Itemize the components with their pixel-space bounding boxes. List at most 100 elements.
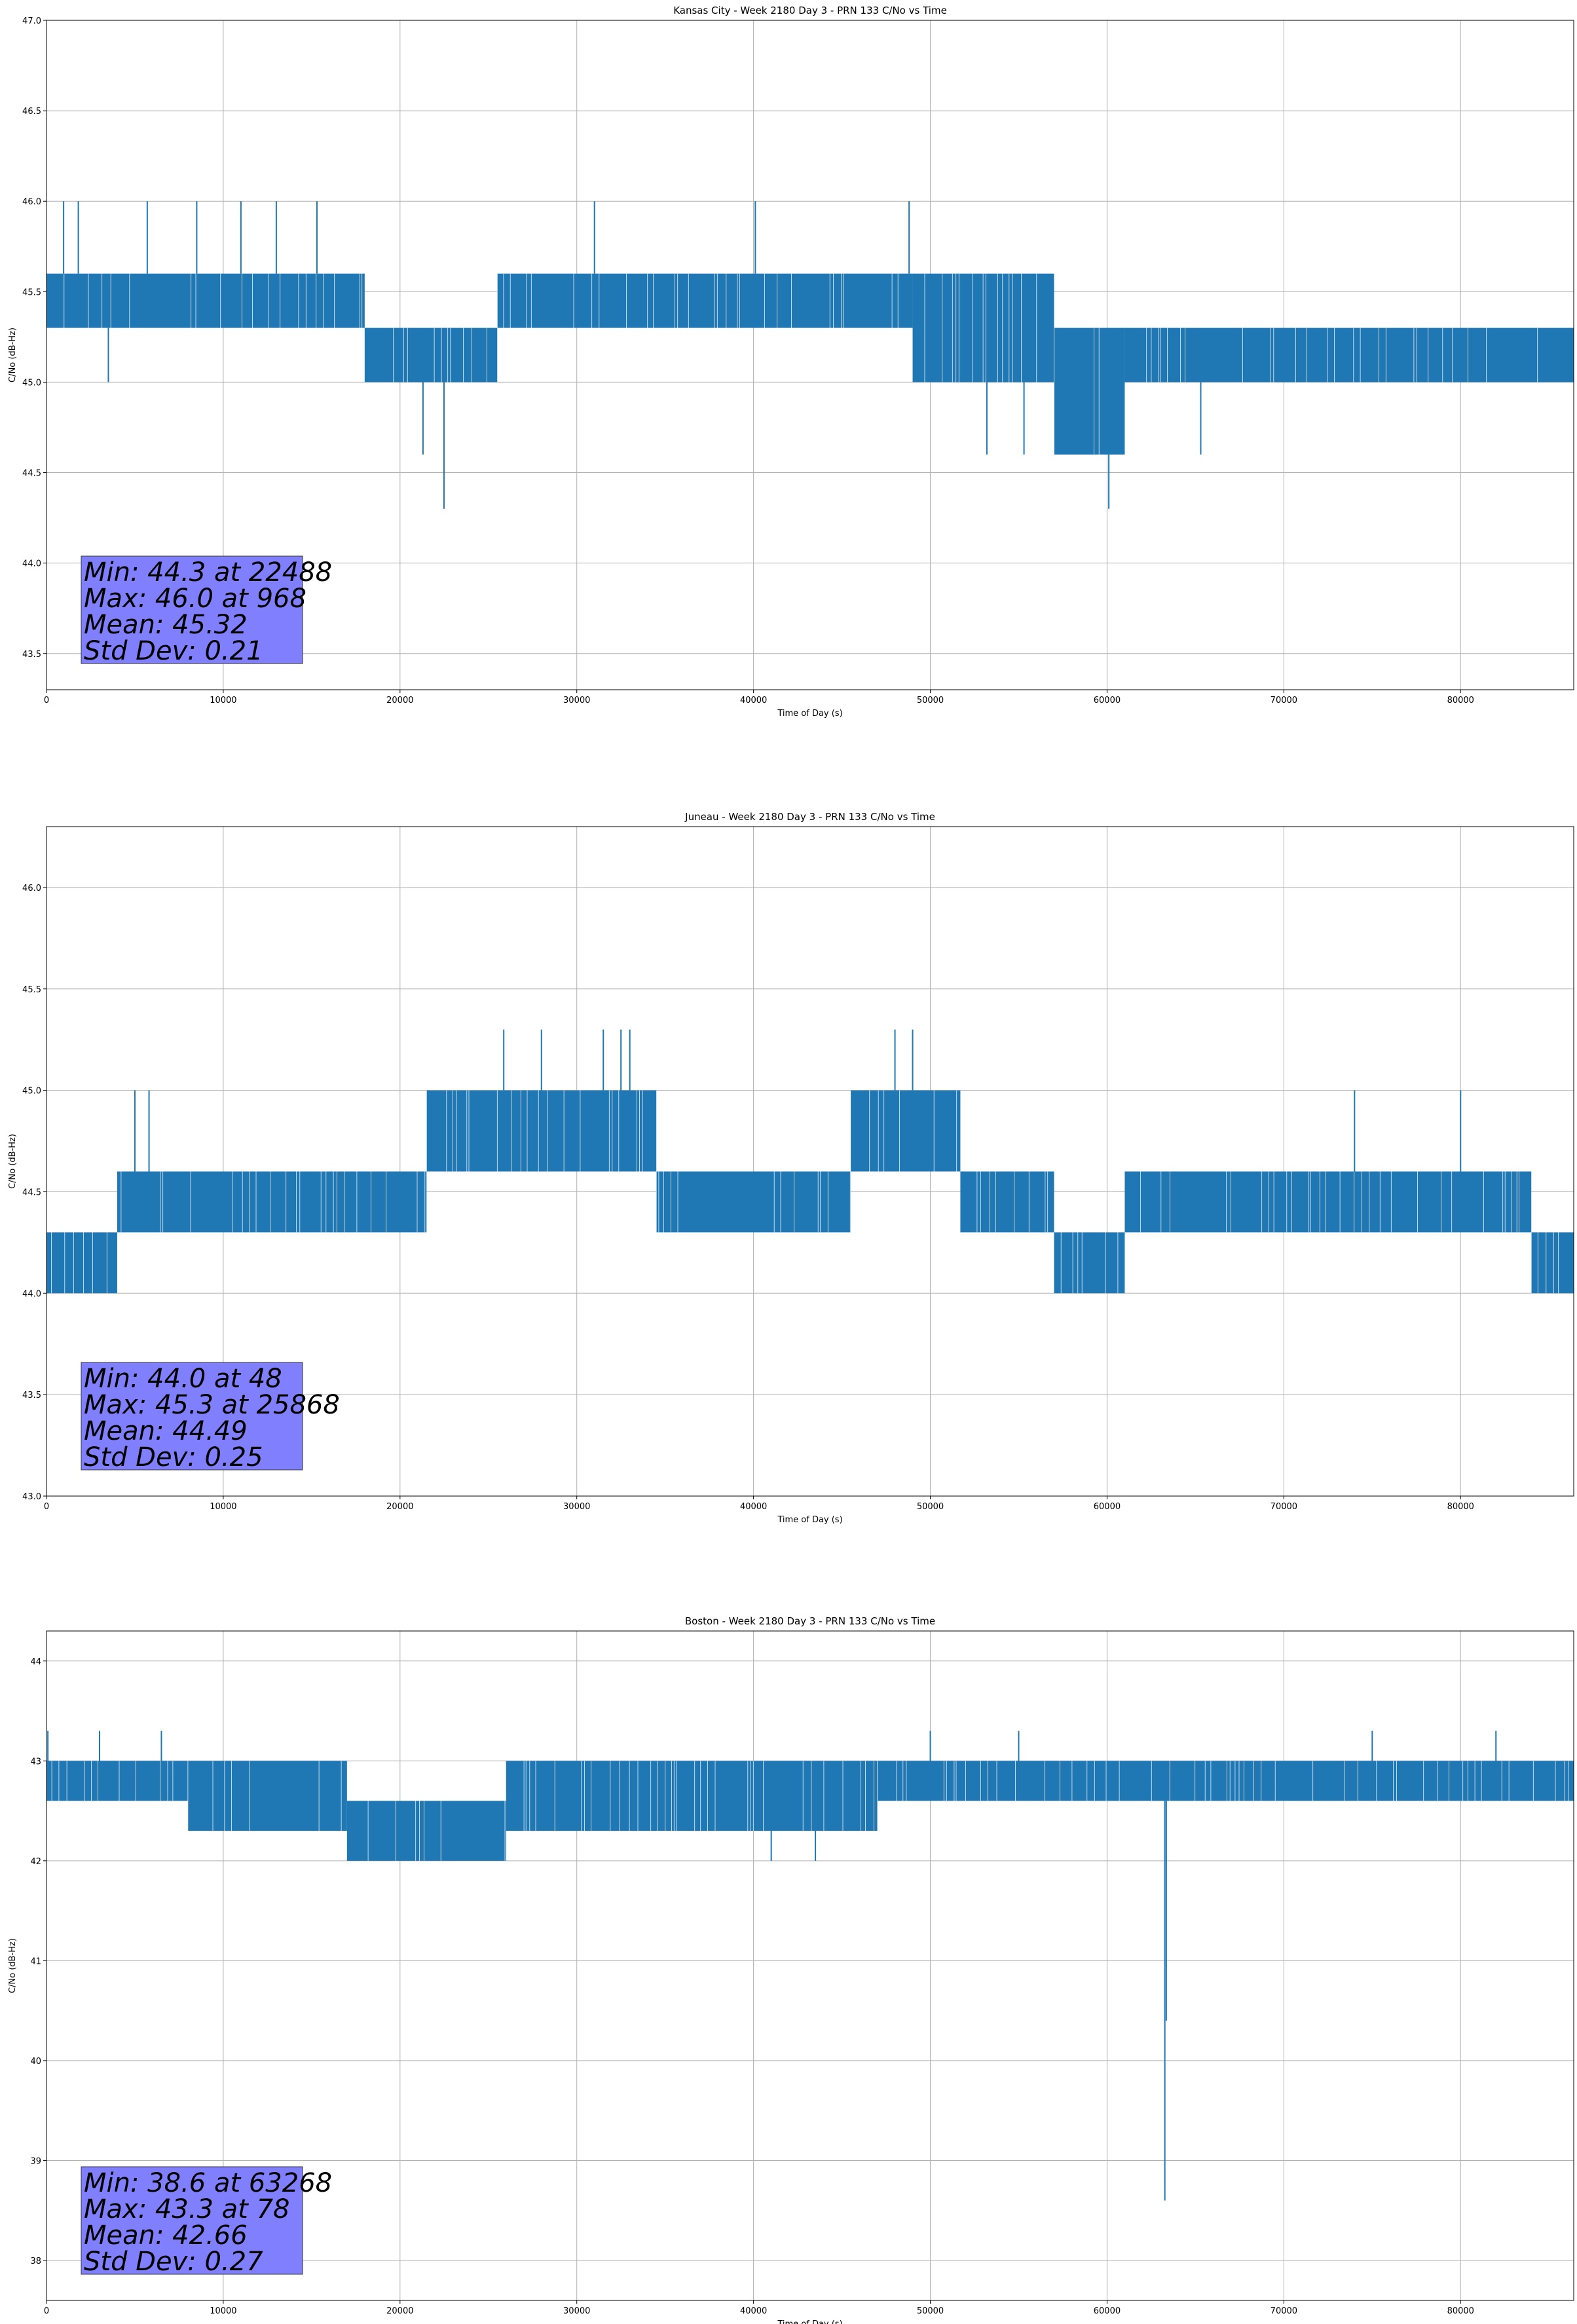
y-tick-label: 44.5 xyxy=(22,1188,41,1197)
x-tick-label: 50000 xyxy=(917,2306,944,2316)
series-texture xyxy=(51,1232,107,1294)
series-texture xyxy=(877,1761,1569,1801)
chart-title: Juneau - Week 2180 Day 3 - PRN 133 C/No … xyxy=(684,811,935,823)
stats-line: Min: 44.0 at 48 xyxy=(84,1364,282,1394)
chart-2: 0 10000 20000 30000 40000 50000 60000 70000 8000… xyxy=(8,811,1574,1525)
series-band xyxy=(1531,1232,1574,1294)
chart-title: Boston - Week 2180 Day 3 - PRN 133 C/No … xyxy=(685,1615,935,1627)
series-texture xyxy=(367,1801,506,1861)
x-tick-label: 10000 xyxy=(210,1502,236,1512)
series-band xyxy=(187,1761,347,1831)
y-tick-label: 44.5 xyxy=(22,469,41,479)
x-tick-label: 80000 xyxy=(1447,1502,1474,1512)
series-texture xyxy=(393,328,487,383)
y-tick-label: 45.0 xyxy=(22,1087,41,1096)
series-band xyxy=(851,1090,961,1172)
x-tick-label: 40000 xyxy=(740,2306,767,2316)
stats-box-background xyxy=(81,2166,303,2275)
axes-frame xyxy=(46,1630,1574,2301)
x-tick-label: 30000 xyxy=(563,696,590,705)
series-cno xyxy=(46,1029,1574,1294)
x-tick-label: 70000 xyxy=(1271,1502,1297,1512)
x-tick-label: 70000 xyxy=(1271,2306,1297,2316)
y-tick-label: 40 xyxy=(30,2057,41,2067)
y-tick-label: 45.0 xyxy=(22,378,41,388)
series-band xyxy=(1124,328,1574,383)
series-texture xyxy=(976,1171,1048,1233)
stats-box-background xyxy=(81,555,303,664)
series-texture xyxy=(523,1761,658,1831)
x-axis-label: Time of Day (s) xyxy=(777,2319,842,2324)
x-tick-label: 10000 xyxy=(210,696,236,705)
x-tick-label: 60000 xyxy=(1094,1502,1121,1512)
series-texture xyxy=(1146,328,1538,383)
y-axis-label: C/No (dB-Hz) xyxy=(8,328,18,383)
series-texture xyxy=(665,1761,874,1831)
y-tick-label: 45.5 xyxy=(22,288,41,297)
axes-frame xyxy=(46,20,1574,690)
series-band xyxy=(1054,1232,1125,1294)
y-ticks: 38 39 40 41 42 43 44 xyxy=(30,1657,46,2266)
y-ticks: 43.5 44.0 44.5 45.0 45.5 46.0 46.5 47.0 xyxy=(22,16,46,660)
y-tick-label: 38 xyxy=(30,2257,41,2266)
x-tick-label: 40000 xyxy=(740,696,767,705)
series-texture xyxy=(1140,1171,1519,1233)
stats-box-background xyxy=(81,1362,303,1471)
stats-line: Max: 45.3 at 25868 xyxy=(84,1390,340,1420)
series-texture xyxy=(496,273,899,328)
series-band xyxy=(46,1232,117,1294)
x-tick-label: 80000 xyxy=(1447,696,1474,705)
series-band xyxy=(117,1171,427,1233)
series-texture xyxy=(1054,328,1100,455)
axes-frame xyxy=(46,826,1574,1497)
stats-line: Max: 43.3 at 78 xyxy=(84,2194,289,2224)
series-texture xyxy=(869,1090,957,1172)
series-band xyxy=(877,1761,1574,1801)
y-tick-label: 47.0 xyxy=(22,16,41,26)
x-tick-label: 50000 xyxy=(917,696,944,705)
series-texture xyxy=(924,273,1037,383)
series-band xyxy=(364,328,498,383)
series-band xyxy=(346,1801,506,1861)
y-tick-label: 43 xyxy=(30,1757,41,1767)
x-tick-label: 20000 xyxy=(386,696,413,705)
series-band xyxy=(960,1171,1054,1233)
x-tick-label: 0 xyxy=(44,696,49,705)
stats-line: Std Dev: 0.27 xyxy=(84,2247,263,2277)
y-ticks: 43.0 43.5 44.0 44.5 45.0 45.5 46.0 xyxy=(22,884,46,1502)
y-tick-label: 43.5 xyxy=(22,1391,41,1400)
x-ticks: 0 10000 20000 30000 40000 50000 60000 70000 8000… xyxy=(44,1496,1474,1512)
stats-line: Mean: 42.66 xyxy=(84,2221,248,2251)
series-cno xyxy=(46,1731,1574,2201)
y-tick-label: 44 xyxy=(30,1657,41,1667)
stats-line: Std Dev: 0.25 xyxy=(84,1442,263,1472)
x-tick-label: 30000 xyxy=(563,2306,590,2316)
x-axis-label: Time of Day (s) xyxy=(777,1515,842,1525)
x-tick-label: 20000 xyxy=(386,2306,413,2316)
stats-line: Mean: 44.49 xyxy=(84,1416,248,1446)
y-tick-label: 43.0 xyxy=(22,1492,41,1502)
y-tick-label: 46.0 xyxy=(22,197,41,207)
stats-line: Min: 44.3 at 22488 xyxy=(84,557,332,588)
y-tick-label: 43.5 xyxy=(22,650,41,660)
y-axis-label: C/No (dB-Hz) xyxy=(8,1134,18,1189)
y-axis-label: C/No (dB-Hz) xyxy=(8,1938,18,1993)
y-tick-label: 46.5 xyxy=(22,107,41,117)
x-tick-label: 0 xyxy=(44,1502,49,1512)
x-tick-label: 70000 xyxy=(1271,696,1297,705)
series-band xyxy=(506,1761,665,1831)
y-tick-label: 41 xyxy=(30,1957,41,1966)
y-tick-label: 42 xyxy=(30,1857,41,1867)
series-band xyxy=(656,1171,851,1233)
series-texture xyxy=(426,1090,643,1172)
series-cno xyxy=(46,201,1574,509)
y-tick-label: 44.0 xyxy=(22,1289,41,1299)
chart-1: 0 10000 20000 30000 40000 50000 60000 70000 8000… xyxy=(8,5,1574,719)
y-tick-label: 46.0 xyxy=(22,884,41,893)
stats-line: Min: 38.6 at 63268 xyxy=(84,2168,332,2198)
series-texture xyxy=(187,1761,342,1831)
stats-line: Std Dev: 0.21 xyxy=(84,636,263,666)
